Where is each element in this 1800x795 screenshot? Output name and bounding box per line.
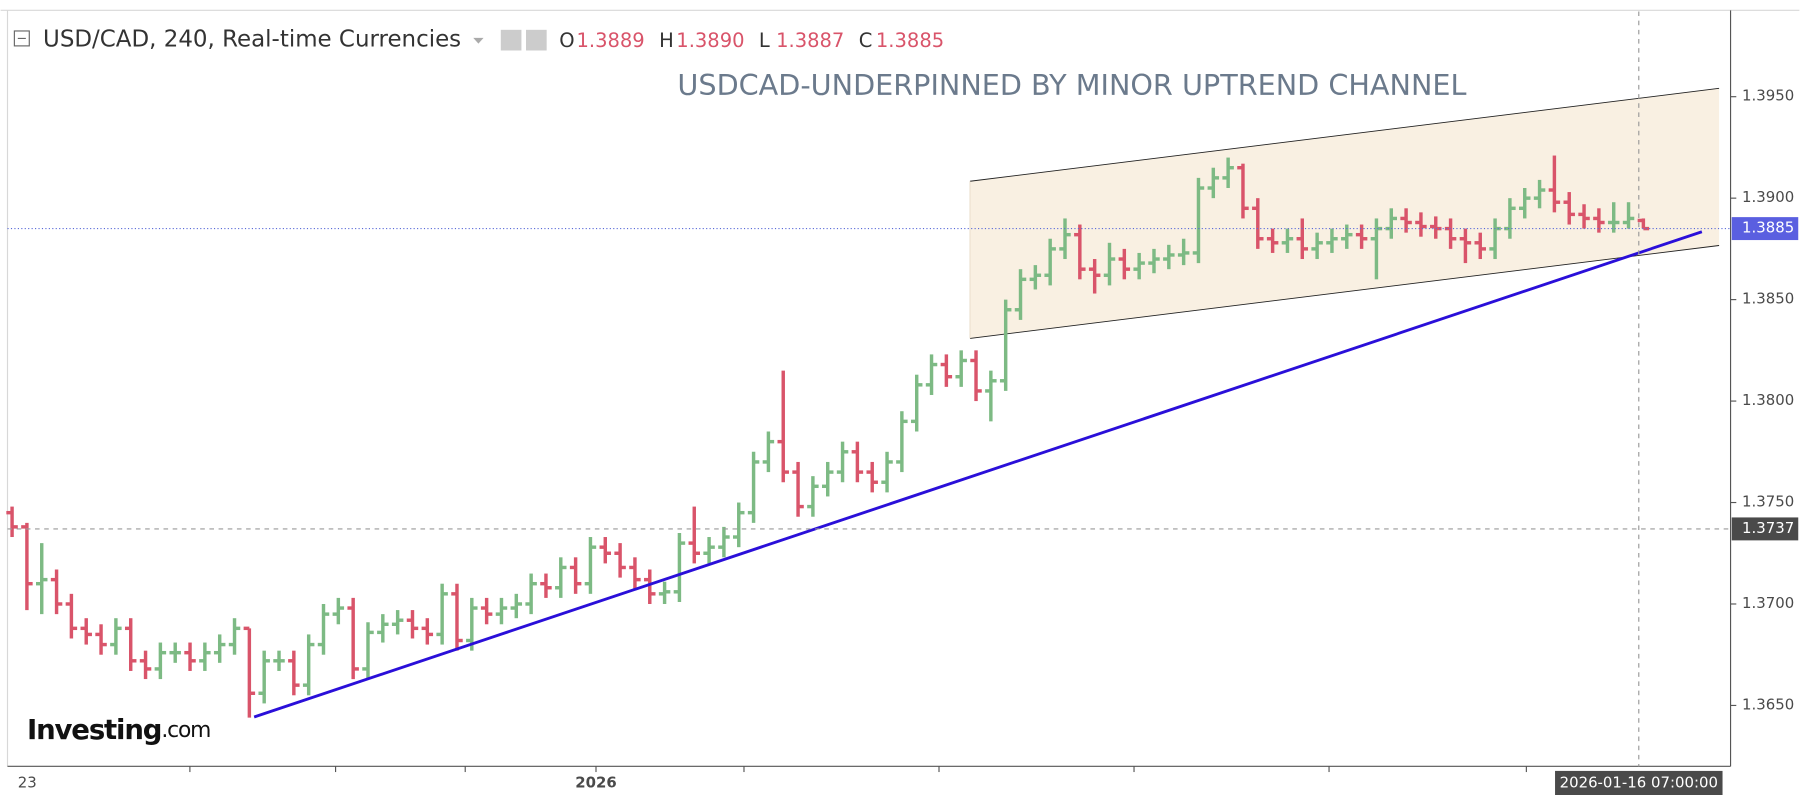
header-value: 1.3889 [576, 29, 644, 52]
crosshair-price-label: 1.3737 [1742, 519, 1794, 537]
y-tick-label: 1.3800 [1742, 391, 1794, 409]
header-value: 1.3890 [676, 29, 744, 52]
collapse-icon[interactable] [13, 30, 30, 47]
header-key: H [659, 29, 674, 52]
crosshair-time-label: 2026-01-16 07:00:00 [1560, 774, 1718, 792]
bars [6, 155, 1650, 718]
y-tick-label: 1.3850 [1742, 290, 1794, 308]
y-tick-label: 1.3700 [1742, 594, 1794, 612]
trend-line [253, 230, 1703, 719]
logo: Investing.com [27, 714, 210, 746]
settings-icon[interactable] [500, 29, 522, 51]
header-key: C [859, 29, 873, 52]
logo-main: Investing [27, 714, 161, 746]
channel-lower [969, 245, 1720, 339]
dropdown-arrow[interactable] [473, 37, 484, 44]
y-tick-label: 1.3900 [1742, 188, 1794, 206]
last-price-label: 1.3885 [1742, 219, 1794, 237]
x-axis-ticks [189, 766, 1527, 773]
last-price-box [1731, 217, 1799, 241]
y-tick-label: 1.3950 [1742, 87, 1794, 105]
header-key: L [759, 29, 770, 52]
header-value: 1.3887 [776, 29, 844, 52]
y-tick-label: 1.3750 [1742, 493, 1794, 511]
settings-icon[interactable] [526, 29, 547, 51]
y-tick-label: 1.3650 [1742, 695, 1794, 713]
header-key: O [559, 29, 574, 52]
crosshair-price-box [1731, 517, 1799, 541]
x-label: 23 [18, 774, 37, 792]
crosshair-time-box [1555, 770, 1723, 795]
header-value: 1.3885 [876, 29, 944, 52]
symbol: USD/CAD, 240, Real-time Currencies [43, 27, 461, 53]
channel-upper [969, 87, 1720, 182]
channel-fill [969, 88, 1720, 339]
logo-suffix: .com [161, 718, 210, 743]
x-label: 2026 [575, 774, 617, 792]
chart-title: USDCAD-UNDERPINNED BY MINOR UPTREND CHAN… [677, 68, 1466, 102]
